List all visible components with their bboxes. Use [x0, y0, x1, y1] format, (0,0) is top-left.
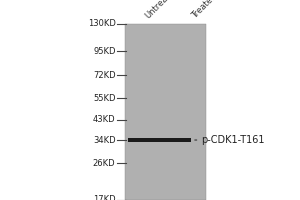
Text: Treated with UV: Treated with UV — [190, 0, 243, 20]
Text: 43KD: 43KD — [93, 115, 116, 124]
Text: 130KD: 130KD — [88, 20, 116, 28]
Bar — [128, 138, 190, 142]
Text: Untreated: Untreated — [144, 0, 180, 20]
Text: 17KD: 17KD — [93, 196, 116, 200]
Text: 34KD: 34KD — [93, 136, 116, 145]
Text: 55KD: 55KD — [93, 94, 116, 103]
Text: 26KD: 26KD — [93, 159, 116, 168]
Bar — [124, 24, 206, 200]
Text: p-CDK1-T161: p-CDK1-T161 — [201, 135, 265, 145]
Text: 72KD: 72KD — [93, 71, 116, 80]
Text: 95KD: 95KD — [93, 47, 116, 56]
